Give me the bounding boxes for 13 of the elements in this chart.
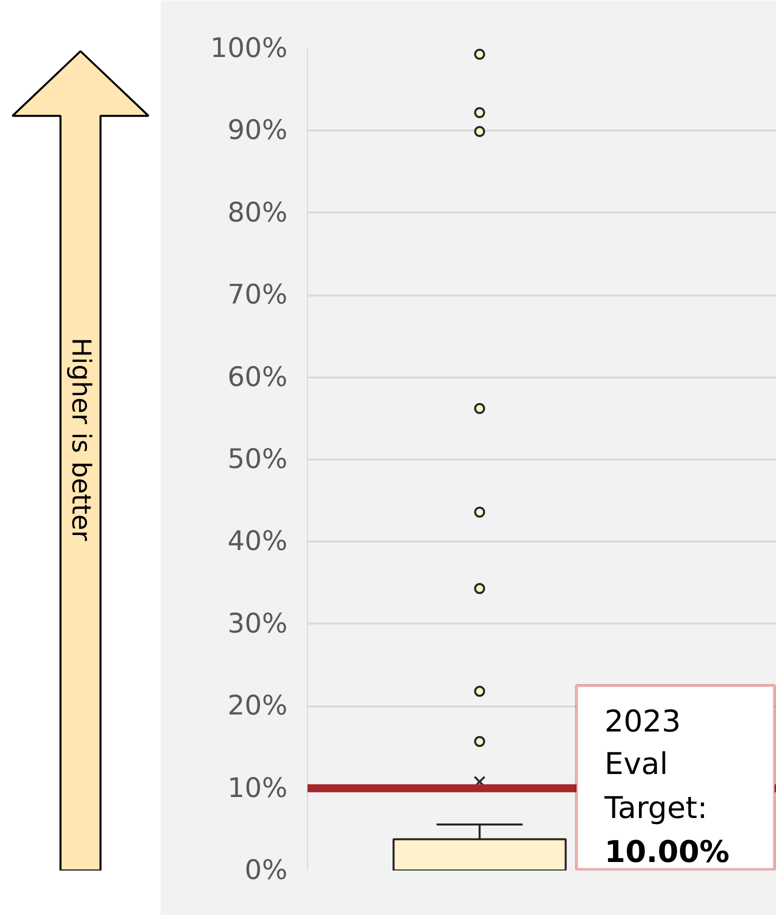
y-tick-label: 70% (227, 280, 288, 311)
y-tick-label: 80% (227, 197, 288, 228)
y-tick-label: 20% (227, 690, 288, 722)
y-tick-label: 30% (227, 608, 288, 640)
y-tick-label: 90% (227, 115, 288, 146)
y-tick-label: 0% (244, 855, 288, 886)
y-tick-label: 50% (227, 444, 288, 475)
y-tick-label: 100% (210, 33, 288, 64)
y-tick-label: 60% (227, 362, 288, 393)
text: Higher is better (66, 338, 96, 542)
y-tick-label: 10% (227, 772, 288, 804)
y-tick-label: 40% (227, 526, 288, 558)
ref-line-label: 2023 Eval Target: 10.00% (604, 704, 730, 870)
